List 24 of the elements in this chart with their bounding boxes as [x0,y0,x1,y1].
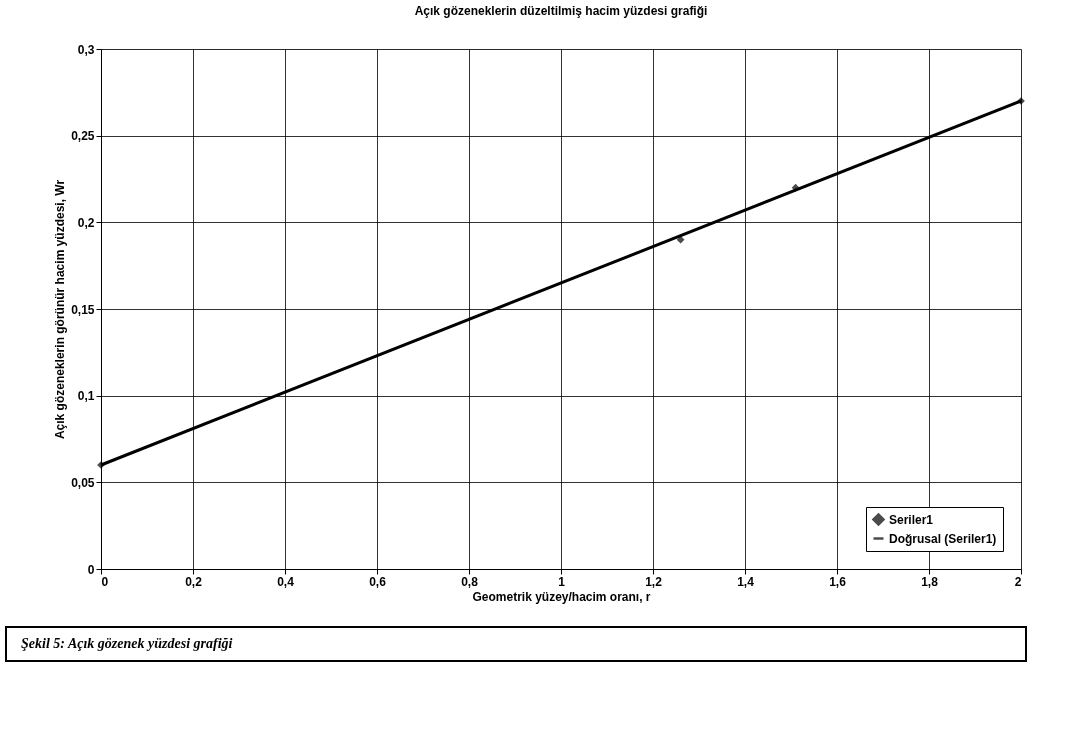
x-tick-label: 0 [101,574,109,589]
y-tick-label: 0,3 [77,42,95,57]
x-tick-label: 1,8 [921,574,939,589]
x-axis-title: Geometrik yüzey/hacim oranı, r [472,589,651,604]
x-tick-label: 0,6 [369,574,387,589]
y-axis-title: Açık gözeneklerin görünür hacim yüzdesi, Wr [53,179,68,440]
legend-label: Doğrusal (Seriler1) [889,531,997,546]
y-tick-label: 0 [87,562,95,577]
y-tick-label: 0,15 [71,302,95,317]
text: Şekil 5: Açık gözenek yüzdesi grafiği [21,636,233,651]
x-tick-label: 1 [558,574,566,589]
x-tick-label: 1,6 [829,574,847,589]
y-tick-label: 0,05 [71,475,95,490]
y-tick-label: 0,25 [71,129,95,144]
x-tick-label: 0,4 [277,574,295,589]
x-tick-label: 0,8 [461,574,479,589]
x-tick-label: 2 [1014,574,1022,589]
x-tick-label: 1,2 [645,574,663,589]
x-tick-label: 0,2 [185,574,203,589]
legend-label: Seriler1 [889,512,934,527]
y-tick-label: 0,1 [77,389,95,404]
x-tick-label: 1,4 [737,574,755,589]
y-tick-label: 0,2 [77,215,95,230]
chart-title: Açık gözeneklerin düzeltilmiş hacim yüzdesi grafiği [414,4,708,18]
